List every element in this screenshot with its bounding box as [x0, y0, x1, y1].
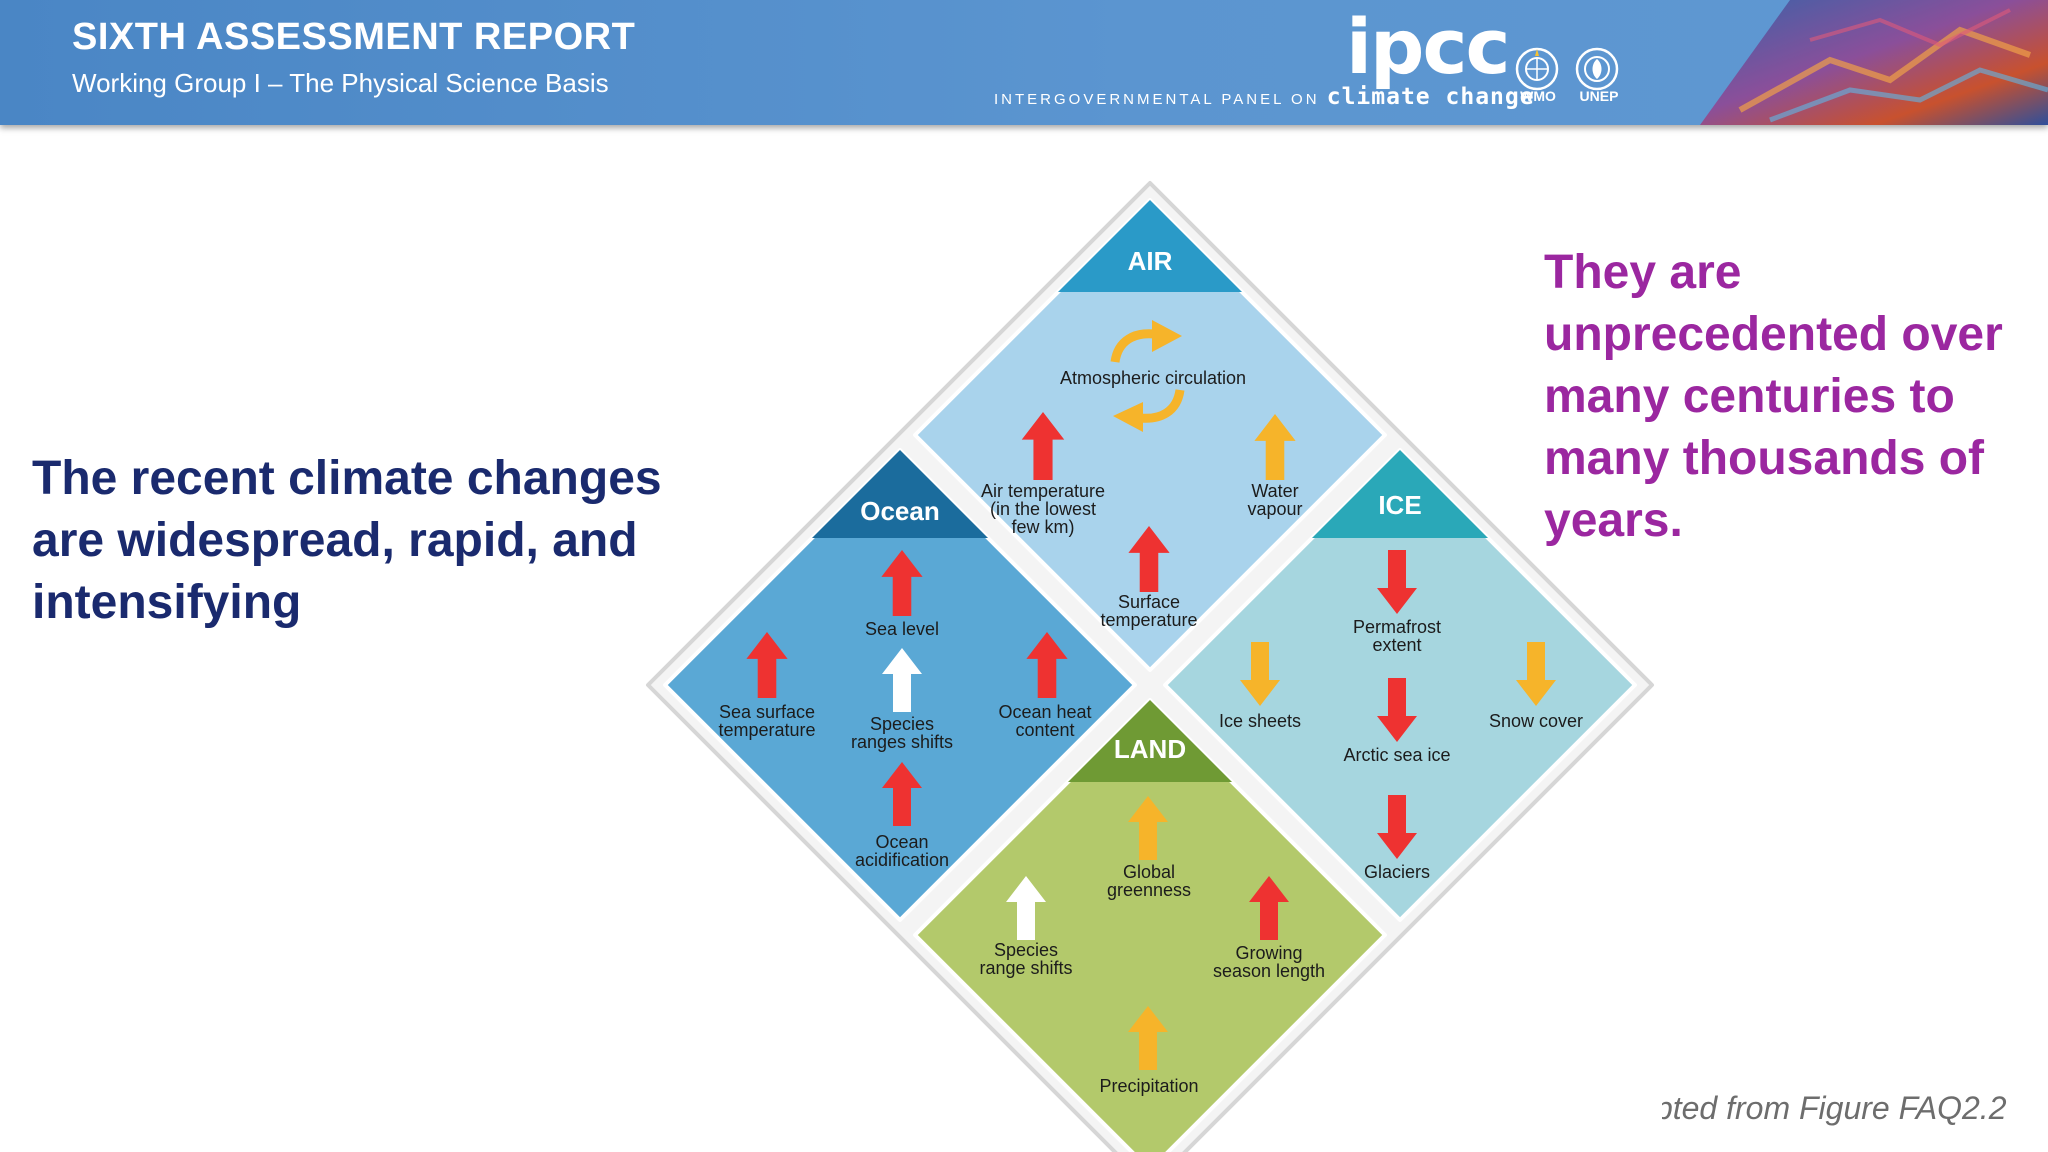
indicator-growing-season-length: Growing season length	[1213, 943, 1325, 981]
indicator-sea-level: Sea level	[865, 619, 939, 639]
ipcc-logo: ipcc	[1346, 2, 1511, 91]
left-statement: The recent climate changes are widesprea…	[32, 452, 662, 629]
indicator-permafrost-extent: Permafrost extent	[1353, 617, 1441, 655]
indicator-arctic-sea-ice: Arctic sea ice	[1343, 745, 1450, 765]
ipcc-tagline: INTERGOVERNMENTAL PANEL ON climate chang…	[994, 84, 1535, 110]
ice-section-title: ICE	[1378, 490, 1421, 520]
indicator-species-ranges-shifts: Species ranges shifts	[851, 714, 953, 752]
indicator-sea-surface-temperature: Sea surface temperature	[718, 702, 815, 740]
report-subtitle: Working Group I – The Physical Science B…	[72, 68, 609, 98]
wmo-emblem-icon	[1515, 47, 1559, 91]
atmospheric-circulation-icon	[1110, 320, 1185, 432]
indicator-glaciers: Glaciers	[1364, 862, 1430, 882]
indicator-water-vapour: Water vapour	[1247, 481, 1302, 519]
land-section-title: LAND	[1114, 734, 1186, 764]
air-section-title: AIR	[1128, 246, 1173, 276]
satellite-image-banner	[1700, 0, 2048, 125]
indicator-air-temperature: Air temperature (in the lowest few km)	[981, 481, 1105, 537]
indicator-precipitation: Precipitation	[1099, 1076, 1198, 1096]
indicator-ocean-heat-content: Ocean heat content	[998, 702, 1091, 740]
ocean-section-title: Ocean	[860, 496, 940, 526]
indicator-ocean-acidification: Ocean acidification	[855, 832, 949, 870]
report-title: SIXTH ASSESSMENT REPORT	[72, 16, 636, 58]
indicator-surface-temperature: Surface temperature	[1100, 592, 1197, 630]
wmo-label: WMO	[1520, 88, 1556, 104]
figure-source-footnote: Adapted from Figure FAQ2.2	[1662, 1090, 2007, 1126]
unep-label: UNEP	[1579, 88, 1619, 104]
indicator-global-greenness: Global greenness	[1107, 862, 1191, 900]
report-header: SIXTH ASSESSMENT REPORT Working Group I …	[0, 0, 2048, 125]
indicator-snow-cover: Snow cover	[1489, 711, 1583, 731]
indicator-ice-sheets: Ice sheets	[1219, 711, 1301, 731]
unep-emblem-icon	[1575, 47, 1619, 91]
tagline-prefix: INTERGOVERNMENTAL PANEL ON	[994, 91, 1320, 108]
indicator-atmospheric-circulation: Atmospheric circulation	[1060, 368, 1246, 388]
indicator-species-range-shifts: Species range shifts	[979, 940, 1072, 978]
right-statement: They are unprecedented over many centuri…	[1544, 246, 2003, 547]
tagline-suffix: climate change	[1326, 84, 1535, 110]
